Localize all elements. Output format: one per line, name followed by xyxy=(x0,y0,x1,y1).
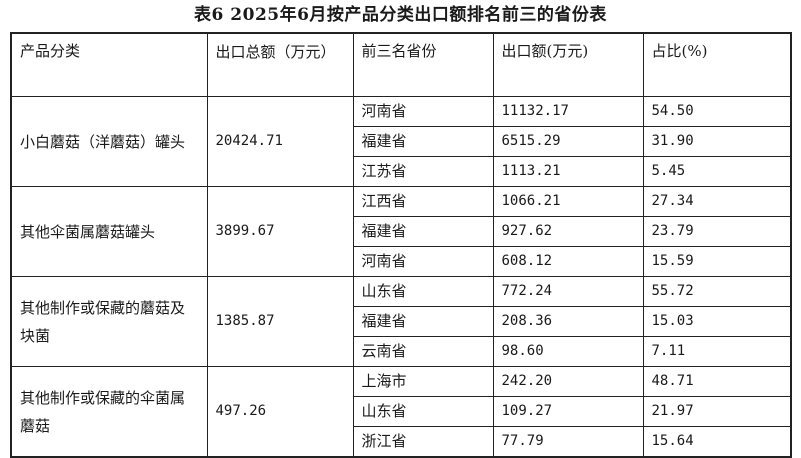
share-cell: 55.72 xyxy=(642,276,792,307)
province-cell: 上海市 xyxy=(352,366,494,397)
table-row: 云南省 98.60 7.11 xyxy=(11,336,792,367)
header-share: 占比(%) xyxy=(642,32,792,97)
total-cell: 3899.67 xyxy=(206,186,354,277)
amount-cell: 608.12 xyxy=(492,246,644,277)
category-cell: 小白蘑菇（洋蘑菇）罐头 xyxy=(10,96,208,187)
header-total: 出口总额（万元） xyxy=(206,32,354,97)
header-amount: 出口额(万元) xyxy=(492,32,644,97)
province-cell: 云南省 xyxy=(352,336,494,367)
category-cell: 其他伞菌属蘑菇罐头 xyxy=(10,186,208,277)
province-cell: 河南省 xyxy=(352,246,494,277)
header-category: 产品分类 xyxy=(10,32,208,97)
province-cell: 山东省 xyxy=(352,276,494,307)
province-cell: 江西省 xyxy=(352,186,494,217)
province-cell: 河南省 xyxy=(352,96,494,127)
amount-cell: 109.27 xyxy=(492,396,644,427)
table-row: 福建省 927.62 23.79 xyxy=(11,216,792,247)
category-cell: 其他制作或保藏的伞菌属蘑菇 xyxy=(10,366,208,458)
amount-cell: 927.62 xyxy=(492,216,644,247)
share-cell: 21.97 xyxy=(642,396,792,427)
amount-cell: 1066.21 xyxy=(492,186,644,217)
province-cell: 福建省 xyxy=(352,306,494,337)
share-cell: 15.59 xyxy=(642,246,792,277)
table-row: 浙江省 77.79 15.64 xyxy=(11,426,792,458)
province-cell: 浙江省 xyxy=(352,426,494,458)
share-cell: 31.90 xyxy=(642,126,792,157)
export-table: 产品分类 出口总额（万元） 前三名省份 出口额(万元) 占比(%) 小白蘑菇（洋… xyxy=(10,32,792,458)
share-cell: 54.50 xyxy=(642,96,792,127)
amount-cell: 242.20 xyxy=(492,366,644,397)
table-row: 福建省 6515.29 31.90 xyxy=(11,126,792,157)
amount-cell: 98.60 xyxy=(492,336,644,367)
table-row: 其他制作或保藏的蘑菇及块菌 1385.87 山东省 772.24 55.72 xyxy=(10,276,792,367)
share-cell: 7.11 xyxy=(642,336,792,367)
header-province: 前三名省份 xyxy=(352,32,494,97)
share-cell: 15.03 xyxy=(642,306,792,337)
province-cell: 福建省 xyxy=(352,216,494,247)
table-title: 表6 2025年6月按产品分类出口额排名前三的省份表 xyxy=(194,5,607,25)
amount-cell: 11132.17 xyxy=(492,96,644,127)
share-cell: 27.34 xyxy=(642,186,792,217)
total-cell: 497.26 xyxy=(206,366,354,458)
amount-cell: 772.24 xyxy=(492,276,644,307)
province-cell: 江苏省 xyxy=(352,156,494,187)
table-row: 小白蘑菇（洋蘑菇）罐头 20424.71 河南省 11132.17 54.50 xyxy=(10,96,792,187)
province-cell: 福建省 xyxy=(352,126,494,157)
table-row: 河南省 608.12 15.59 xyxy=(11,246,792,277)
amount-cell: 1113.21 xyxy=(492,156,644,187)
amount-cell: 6515.29 xyxy=(492,126,644,157)
header-row: 产品分类 出口总额（万元） 前三名省份 出口额(万元) 占比(%) xyxy=(10,32,792,97)
amount-cell: 77.79 xyxy=(492,426,644,458)
table-row: 其他伞菌属蘑菇罐头 3899.67 江西省 1066.21 27.34 xyxy=(10,186,792,277)
table-row: 江苏省 1113.21 5.45 xyxy=(11,156,792,187)
share-cell: 5.45 xyxy=(642,156,792,187)
share-cell: 23.79 xyxy=(642,216,792,247)
table-row: 其他制作或保藏的伞菌属蘑菇 497.26 上海市 242.20 48.71 xyxy=(10,366,792,458)
total-cell: 1385.87 xyxy=(206,276,354,367)
total-cell: 20424.71 xyxy=(206,96,354,187)
amount-cell: 208.36 xyxy=(492,306,644,337)
table-row: 山东省 109.27 21.97 xyxy=(11,396,792,427)
share-cell: 15.64 xyxy=(642,426,792,458)
province-cell: 山东省 xyxy=(352,396,494,427)
share-cell: 48.71 xyxy=(642,366,792,397)
category-cell: 其他制作或保藏的蘑菇及块菌 xyxy=(10,276,208,367)
table-row: 福建省 208.36 15.03 xyxy=(11,306,792,337)
